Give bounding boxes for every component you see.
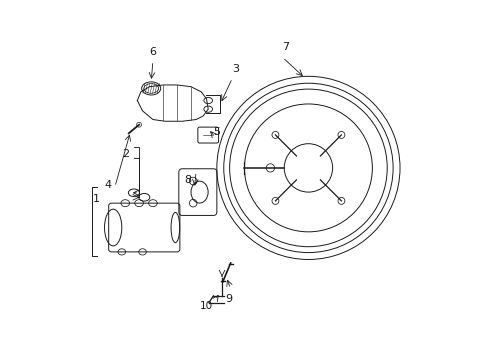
Text: 6: 6 bbox=[149, 47, 156, 57]
Text: 7: 7 bbox=[282, 42, 289, 52]
Text: 2: 2 bbox=[122, 149, 128, 159]
Text: 8: 8 bbox=[183, 175, 191, 185]
Text: 10: 10 bbox=[200, 301, 213, 311]
Text: 1: 1 bbox=[92, 194, 99, 204]
Text: 4: 4 bbox=[104, 180, 111, 190]
Text: 3: 3 bbox=[232, 64, 239, 75]
Text: 9: 9 bbox=[225, 294, 232, 304]
Text: 5: 5 bbox=[213, 127, 220, 136]
